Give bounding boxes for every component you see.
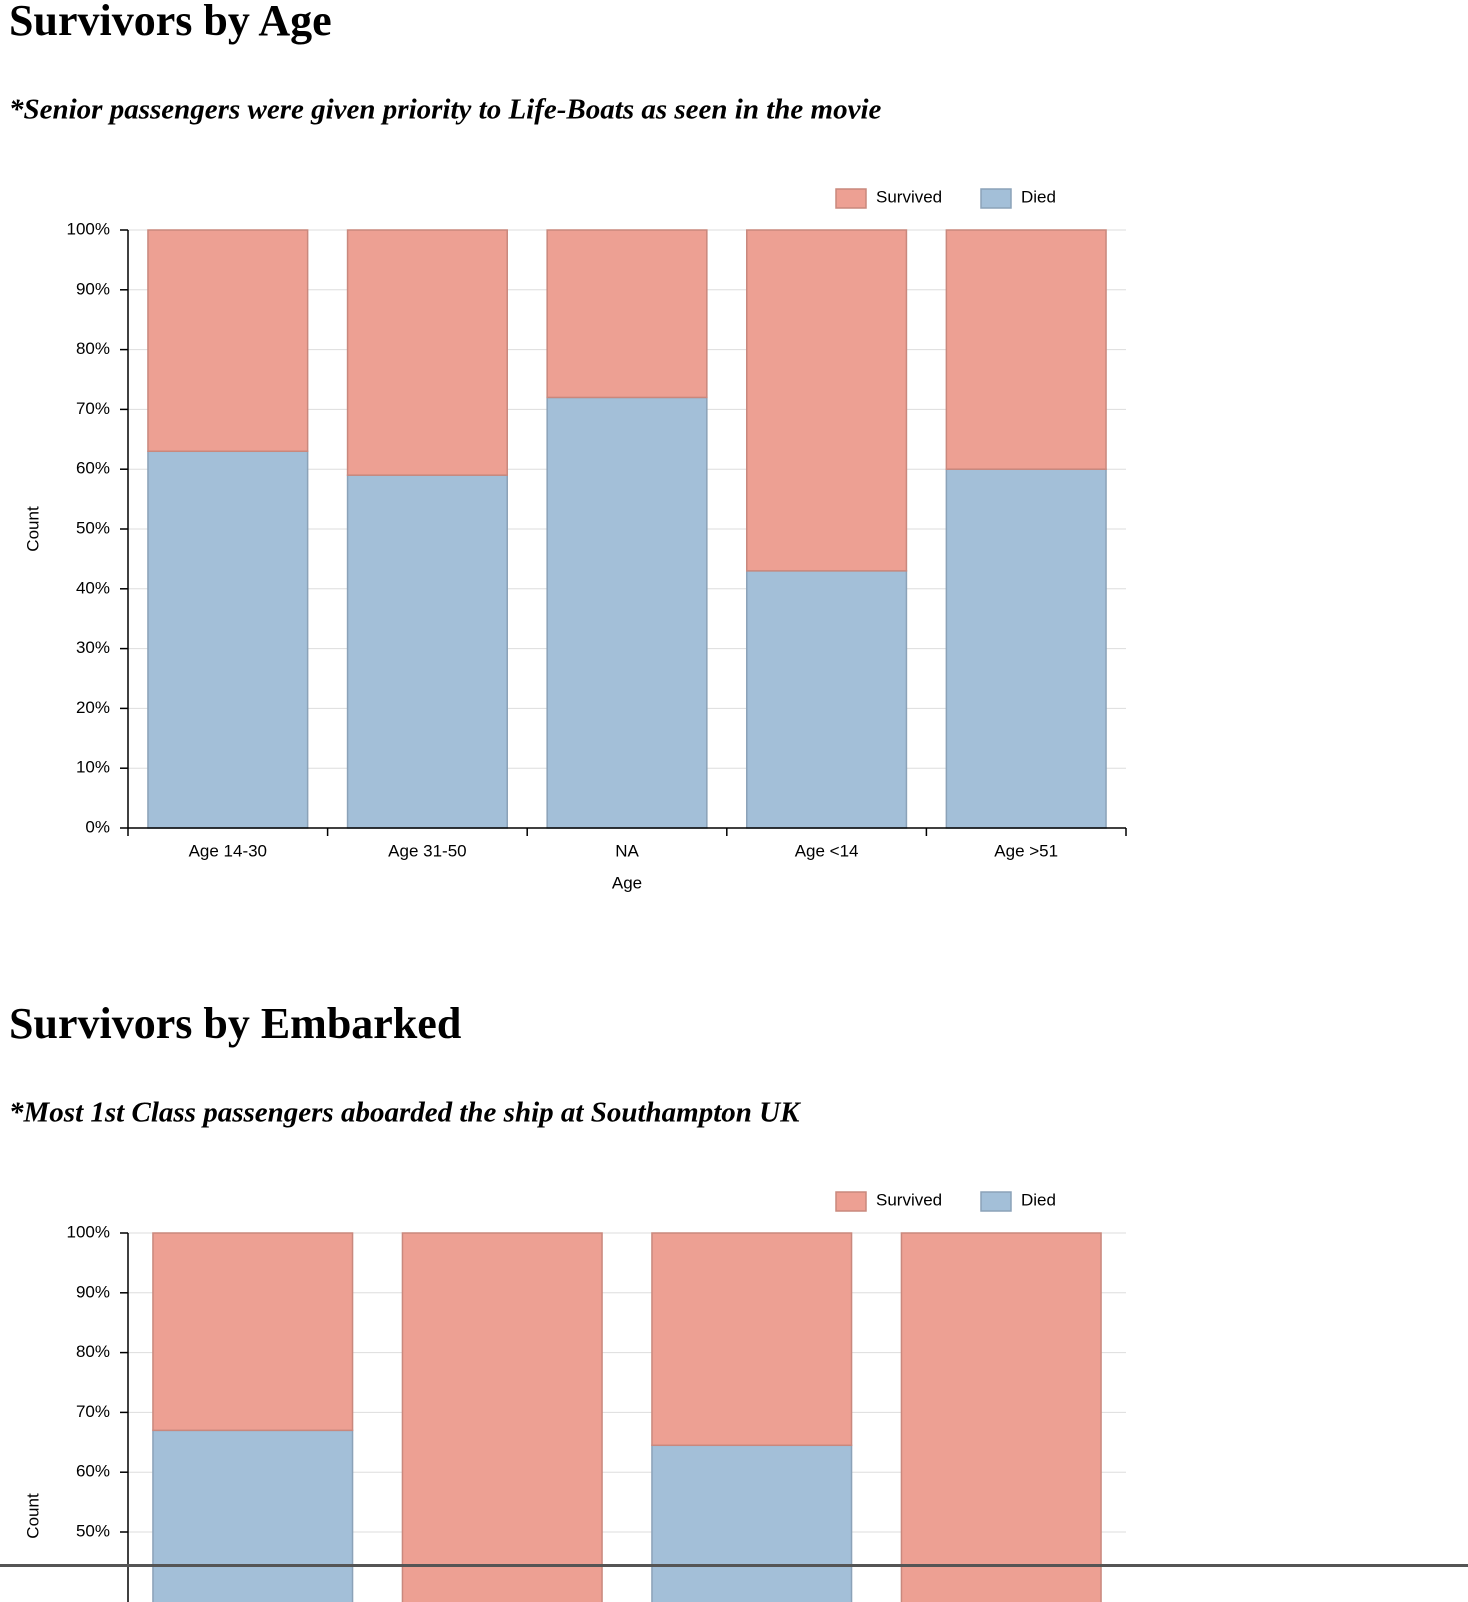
legend-label: Died <box>1021 187 1056 206</box>
legend-swatch <box>835 188 867 209</box>
bar <box>945 229 1107 470</box>
y-tick-label: 90% <box>76 279 110 298</box>
y-tick-label: 90% <box>76 1282 110 1301</box>
bar <box>346 229 508 476</box>
x-tick-label: Age <14 <box>795 841 859 860</box>
y-tick-label: 30% <box>76 638 110 657</box>
y-tick-label: 60% <box>76 1462 110 1481</box>
y-axis-label: Count <box>23 1493 42 1539</box>
y-tick-label: 60% <box>76 459 110 478</box>
bar <box>147 450 309 829</box>
legend-swatch <box>980 1191 1012 1212</box>
x-tick-label: Age >51 <box>994 841 1058 860</box>
bar <box>746 229 908 572</box>
y-tick-label: 50% <box>76 518 110 537</box>
y-tick-label: 80% <box>76 1342 110 1361</box>
y-tick-label: 40% <box>76 578 110 597</box>
legend-label: Died <box>1021 1190 1056 1209</box>
y-axis-label: Count <box>23 506 42 552</box>
bar <box>651 1232 853 1447</box>
chart-title: Survivors by Age <box>9 0 332 45</box>
legend-swatch <box>980 188 1012 209</box>
y-tick-label: 70% <box>76 1402 110 1421</box>
bar <box>152 1232 354 1432</box>
y-tick-label: 100% <box>67 1222 110 1241</box>
bar <box>147 229 309 453</box>
bar <box>346 474 508 829</box>
y-tick-label: 10% <box>76 758 110 777</box>
chart-subtitle: *Most 1st Class passengers aboarded the … <box>9 1097 801 1129</box>
x-tick-label: Age 14-30 <box>189 841 267 860</box>
legend-swatch <box>835 1191 867 1212</box>
y-tick-label: 50% <box>76 1521 110 1540</box>
bar <box>401 1232 603 1602</box>
bar <box>945 468 1107 829</box>
y-tick-label: 0% <box>85 817 110 836</box>
y-tick-label: 20% <box>76 698 110 717</box>
legend-label: Survived <box>876 187 942 206</box>
chart-subtitle: *Senior passengers were given priority t… <box>9 94 882 126</box>
window-edge <box>0 1564 1468 1567</box>
bar <box>900 1232 1102 1602</box>
bar <box>746 570 908 829</box>
y-tick-label: 80% <box>76 339 110 358</box>
bar <box>152 1429 354 1602</box>
bar <box>546 396 708 829</box>
bar <box>546 229 708 399</box>
y-tick-label: 70% <box>76 399 110 418</box>
x-tick-label: NA <box>615 841 639 860</box>
bar <box>651 1444 853 1602</box>
x-axis-label: Age <box>612 873 642 892</box>
legend-label: Survived <box>876 1190 942 1209</box>
x-tick-label: Age 31-50 <box>388 841 466 860</box>
y-tick-label: 100% <box>67 219 110 238</box>
chart-title: Survivors by Embarked <box>9 999 461 1048</box>
